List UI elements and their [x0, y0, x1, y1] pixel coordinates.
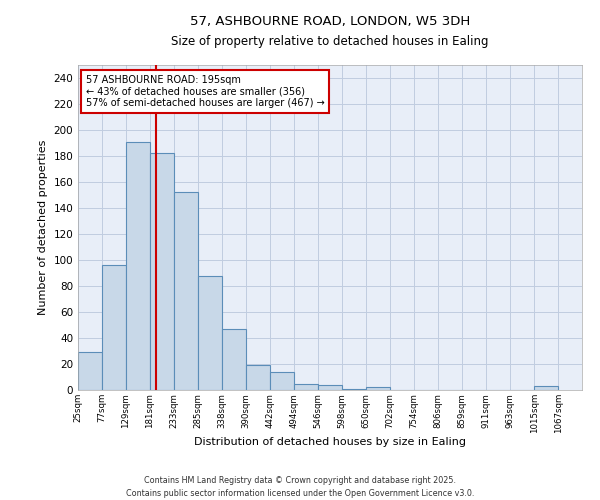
X-axis label: Distribution of detached houses by size in Ealing: Distribution of detached houses by size … — [194, 438, 466, 448]
Bar — [78, 352, 102, 390]
Text: 57, ASHBOURNE ROAD, LONDON, W5 3DH: 57, ASHBOURNE ROAD, LONDON, W5 3DH — [190, 15, 470, 28]
Bar — [366, 388, 390, 390]
Bar — [318, 385, 342, 390]
Text: Contains HM Land Registry data © Crown copyright and database right 2025.
Contai: Contains HM Land Registry data © Crown c… — [126, 476, 474, 498]
Bar — [150, 154, 174, 390]
Bar — [102, 265, 126, 390]
Bar — [222, 329, 246, 390]
Text: Size of property relative to detached houses in Ealing: Size of property relative to detached ho… — [171, 35, 489, 48]
Bar — [126, 142, 150, 390]
Bar — [270, 372, 294, 390]
Bar — [198, 276, 222, 390]
Bar — [342, 388, 366, 390]
Y-axis label: Number of detached properties: Number of detached properties — [38, 140, 48, 315]
Bar — [294, 384, 318, 390]
Bar — [534, 386, 558, 390]
Bar — [174, 192, 198, 390]
Text: 57 ASHBOURNE ROAD: 195sqm
← 43% of detached houses are smaller (356)
57% of semi: 57 ASHBOURNE ROAD: 195sqm ← 43% of detac… — [86, 74, 325, 108]
Bar — [246, 366, 270, 390]
